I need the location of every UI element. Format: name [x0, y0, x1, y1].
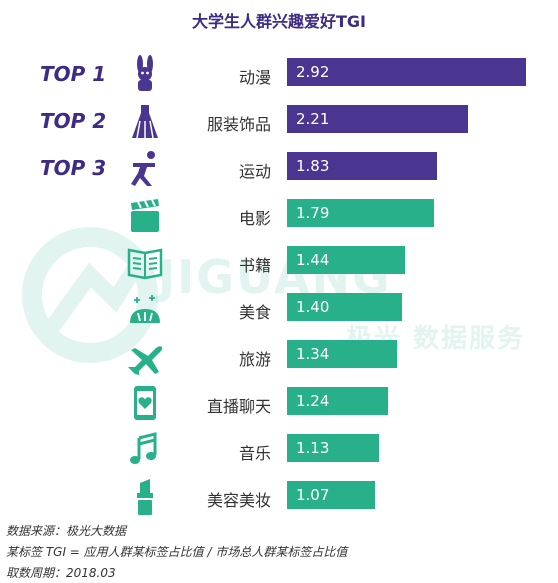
footer-source: 数据来源：极光大数据	[6, 524, 127, 538]
category-label: 运动	[238, 162, 271, 181]
bar-value-label: 1.83	[296, 157, 330, 175]
phone-heart-icon	[134, 386, 156, 420]
category-label: 直播聊天	[206, 397, 271, 416]
bar-value-label: 1.24	[296, 392, 330, 410]
bar: 1.34	[287, 340, 397, 368]
bar-row: 音乐 1.13	[0, 430, 558, 478]
bar-row: 旅游 1.34	[0, 336, 558, 384]
airplane-icon	[128, 346, 163, 375]
bar-row: 直播聊天 1.24	[0, 383, 558, 431]
bar-value-label: 1.44	[296, 251, 330, 269]
category-label: 书籍	[238, 256, 271, 275]
category-label: 音乐	[238, 444, 271, 463]
category-label: 美容美妆	[206, 491, 271, 510]
bar: 1.83	[287, 152, 437, 180]
bar-row: TOP 3 运动 1.83	[0, 148, 558, 196]
rank-label: TOP 3	[40, 156, 107, 180]
chart-title: 大学生人群兴趣爱好TGI	[191, 12, 366, 31]
bar-value-label: 1.13	[296, 439, 330, 457]
footer-definition: 某标签 TGI = 应用人群某标签占比值 / 市场总人群某标签占比值	[6, 545, 348, 559]
bar-row: 书籍 1.44	[0, 242, 558, 290]
book-icon	[127, 248, 163, 280]
dress-icon	[132, 105, 158, 139]
footer-period: 取数周期：2018.03	[6, 566, 116, 580]
runner-icon	[131, 151, 155, 186]
category-label: 服装饰品	[206, 115, 271, 134]
bar: 1.24	[287, 387, 388, 415]
category-label: 美食	[238, 303, 271, 322]
rabbit-icon	[137, 55, 153, 91]
rank-label: TOP 1	[40, 62, 107, 86]
bar-row: TOP 1 动漫 2.92	[0, 54, 558, 102]
category-label: 电影	[238, 209, 271, 228]
bar-value-label: 1.79	[296, 204, 330, 222]
category-label: 旅游	[238, 350, 271, 369]
bar: 2.21	[287, 105, 468, 133]
bar: 1.44	[287, 246, 405, 274]
bar-value-label: 2.21	[296, 110, 330, 128]
clapperboard-icon	[131, 199, 159, 232]
bar: 1.13	[287, 434, 379, 462]
bar: 1.07	[287, 481, 375, 509]
bar-value-label: 1.40	[296, 298, 330, 316]
lipstick-icon	[137, 479, 153, 515]
bar: 1.79	[287, 199, 434, 227]
bar-value-label: 1.34	[296, 345, 330, 363]
bar-value-label: 2.92	[296, 63, 330, 81]
bar: 1.40	[287, 293, 402, 321]
bar-row: TOP 2 服装饰品 2.21	[0, 101, 558, 149]
bread-icon	[130, 295, 160, 323]
bar-value-label: 1.07	[296, 486, 330, 504]
bar-row: 电影 1.79	[0, 195, 558, 243]
music-note-icon	[130, 432, 157, 464]
bar: 2.92	[287, 58, 526, 86]
bar-row: 美容美妆 1.07	[0, 477, 558, 525]
rank-label: TOP 2	[40, 109, 107, 133]
bar-row: 美食 1.40	[0, 289, 558, 337]
category-label: 动漫	[238, 68, 271, 87]
watermark-logo	[22, 227, 158, 363]
